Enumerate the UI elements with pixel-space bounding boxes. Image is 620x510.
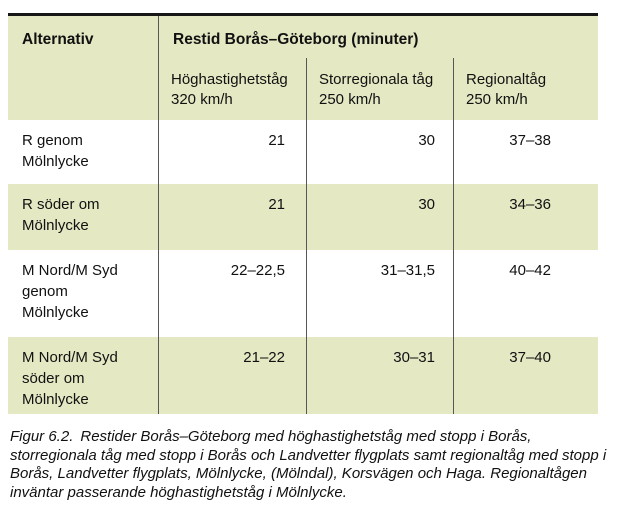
value-storregionala: 30–31 xyxy=(306,337,453,414)
table-row: M Nord/M Syd söder om Mölnlycke 21–22 30… xyxy=(8,337,598,414)
row-label: R söder om Mölnlycke xyxy=(22,196,100,234)
subcol-line2: 320 km/h xyxy=(171,91,233,108)
figure-number: Figur 6.2. xyxy=(10,428,74,445)
restid-header-group: Restid Borås–Göteborg (minuter) Höghasti… xyxy=(158,16,598,120)
value-storregionala: 31–31,5 xyxy=(306,250,453,337)
value-storregionala: 30 xyxy=(306,184,453,250)
subcol-line1: Storregionala tåg xyxy=(319,71,434,88)
row-label: M Nord/M Syd söder om Mölnlycke xyxy=(22,349,118,408)
row-label: R genom Mölnlycke xyxy=(22,132,89,170)
value-regionaltag: 40–42 xyxy=(453,250,598,337)
subcol-line2: 250 km/h xyxy=(466,91,528,108)
value-storregionala: 30 xyxy=(306,120,453,184)
subcol-line2: 250 km/h xyxy=(319,91,381,108)
value-regionaltag: 37–40 xyxy=(453,337,598,414)
column-header-hoghastighetstag: Höghastighetståg 320 km/h xyxy=(159,58,306,120)
value-hoghastighetstag: 22–22,5 xyxy=(158,250,306,337)
table-title: Restid Borås–Göteborg (minuter) xyxy=(173,31,419,48)
value-regionaltag: 34–36 xyxy=(453,184,598,250)
column-header-storregionala: Storregionala tåg 250 km/h xyxy=(306,58,453,120)
figure-caption-text: Restider Borås–Göteborg med höghastighet… xyxy=(10,428,607,501)
table-header: Alternativ Restid Borås–Göteborg (minute… xyxy=(8,16,598,120)
figure-caption: Figur 6.2. Restider Borås–Göteborg med hö… xyxy=(10,428,614,502)
table-row: M Nord/M Syd genom Mölnlycke 22–22,5 31–… xyxy=(8,250,598,337)
value-hoghastighetstag: 21–22 xyxy=(158,337,306,414)
value-hoghastighetstag: 21 xyxy=(158,120,306,184)
travel-time-table: Alternativ Restid Borås–Göteborg (minute… xyxy=(8,13,598,414)
table-row: R genom Mölnlycke 21 30 37–38 xyxy=(8,120,598,184)
column-header-alternativ: Alternativ xyxy=(22,31,94,48)
subcolumn-headers: Höghastighetståg 320 km/h Storregionala … xyxy=(159,58,598,120)
row-label: M Nord/M Syd genom Mölnlycke xyxy=(22,262,118,321)
column-header-regionaltag: Regionaltåg 250 km/h xyxy=(453,58,598,120)
table-row: R söder om Mölnlycke 21 30 34–36 xyxy=(8,184,598,250)
subcol-line1: Regionaltåg xyxy=(466,71,547,88)
subcol-line1: Höghastighetståg xyxy=(171,71,288,88)
value-regionaltag: 37–38 xyxy=(453,120,598,184)
value-hoghastighetstag: 21 xyxy=(158,184,306,250)
